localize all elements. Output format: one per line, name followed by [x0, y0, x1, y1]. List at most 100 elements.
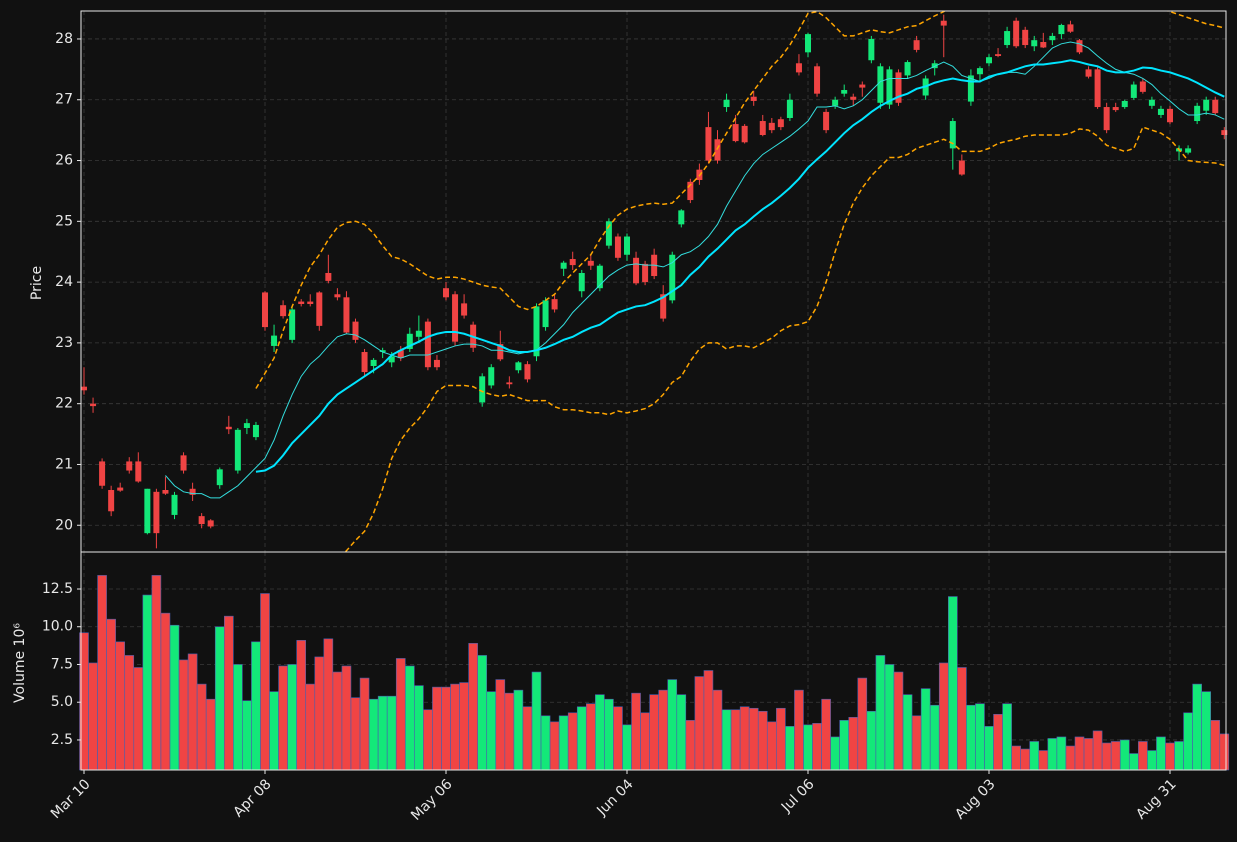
- volume-bar: [984, 726, 994, 771]
- candle-body: [1022, 29, 1029, 46]
- candle-body: [1004, 31, 1011, 46]
- marks: [79, 14, 1230, 771]
- volume-bar: [785, 726, 795, 771]
- volume-bar: [1011, 745, 1021, 771]
- candle-body: [415, 330, 422, 337]
- candle-body: [678, 210, 685, 225]
- candle-body: [280, 305, 287, 317]
- candle-body: [669, 254, 676, 301]
- candle-body: [551, 299, 558, 310]
- volume-bar: [332, 671, 343, 771]
- volume-bar: [305, 683, 316, 771]
- volume-bar: [414, 685, 424, 771]
- candle-body: [768, 122, 775, 131]
- candle-body: [1031, 40, 1038, 47]
- candle-body: [877, 66, 884, 103]
- volume-bar: [1083, 738, 1094, 771]
- candle-body: [614, 236, 621, 258]
- price-axis-label: Price: [29, 266, 45, 300]
- x-tick-label: Jul 06: [778, 776, 818, 816]
- volume-bar: [142, 594, 153, 771]
- candle-body: [1040, 42, 1047, 48]
- volume-bar: [947, 596, 958, 771]
- x-tick-label: Mar 10: [48, 776, 94, 822]
- candle-body: [343, 297, 350, 333]
- volume-bar: [269, 691, 279, 771]
- volume-bar: [450, 683, 460, 771]
- candle-body: [397, 350, 404, 359]
- candle-body: [624, 236, 630, 255]
- candle-body: [949, 121, 956, 149]
- candle-body: [1103, 107, 1110, 131]
- indicator-lines: [165, 11, 1225, 552]
- candle-body: [506, 382, 513, 385]
- candle-body: [542, 300, 549, 328]
- volume-bar: [1101, 742, 1112, 771]
- volume-bar: [151, 575, 162, 771]
- volume-bar: [251, 641, 261, 771]
- candle-body: [995, 54, 1002, 56]
- candle-body: [325, 272, 332, 281]
- volume-bar: [1129, 753, 1139, 771]
- candle-body: [81, 386, 87, 391]
- candle-body: [117, 487, 124, 491]
- volume-bar: [1074, 736, 1085, 771]
- volume-bar: [196, 683, 207, 771]
- candle-body: [1157, 108, 1164, 115]
- volume-bar: [975, 703, 985, 771]
- candle-body: [1058, 24, 1065, 35]
- candle-body: [1167, 108, 1173, 123]
- candle-body: [162, 489, 169, 494]
- y-tick-label: 22: [55, 396, 73, 412]
- volume-bar: [404, 665, 415, 771]
- volume-bar: [1210, 720, 1221, 771]
- volume-bar: [604, 698, 614, 771]
- x-tick-label: May 06: [408, 776, 456, 824]
- candle-body: [99, 461, 106, 486]
- volume-bar: [757, 710, 768, 771]
- candle-body: [243, 423, 250, 428]
- candle-body: [1212, 99, 1219, 114]
- candle-body: [777, 119, 784, 128]
- volume-bar: [296, 640, 307, 771]
- volume-bar: [821, 698, 831, 771]
- volume-bar: [386, 695, 397, 771]
- volume-bar: [957, 667, 967, 771]
- y-tick-label: 24: [55, 274, 73, 290]
- candle-body: [524, 364, 531, 380]
- volume-bar: [595, 694, 605, 771]
- indicator-line: [255, 11, 1225, 389]
- y-tick-label: 25: [55, 213, 73, 229]
- candle-body: [967, 75, 974, 102]
- volume-bar: [341, 665, 352, 771]
- volume-bar: [857, 677, 868, 771]
- candle-body: [252, 424, 259, 438]
- volume-bar: [866, 710, 877, 771]
- candle-body: [605, 221, 612, 246]
- candle-body: [207, 520, 214, 527]
- candle-body: [452, 294, 459, 342]
- candle-body: [307, 301, 314, 304]
- y-tick-label: 27: [55, 92, 73, 108]
- volume-bar: [640, 712, 650, 771]
- candle-body: [741, 125, 748, 143]
- candle-body: [1067, 24, 1074, 32]
- volume-bar: [730, 709, 741, 771]
- candle-body: [479, 376, 486, 403]
- volume-bar: [803, 724, 813, 771]
- volume-bar: [1201, 691, 1211, 771]
- volume-bar: [794, 689, 804, 771]
- candle-body: [1185, 148, 1192, 153]
- volume-bar: [359, 677, 370, 771]
- volume-bar: [703, 670, 714, 771]
- volume-bar: [115, 641, 125, 771]
- candle-body: [153, 491, 160, 534]
- candle-body: [388, 356, 395, 363]
- candle-body: [488, 367, 495, 386]
- y-tick-label: 21: [55, 456, 73, 472]
- x-tick-label: Aug 03: [952, 776, 998, 822]
- volume-bar: [1138, 741, 1148, 771]
- candle-body: [361, 352, 368, 373]
- candle-body: [234, 429, 241, 471]
